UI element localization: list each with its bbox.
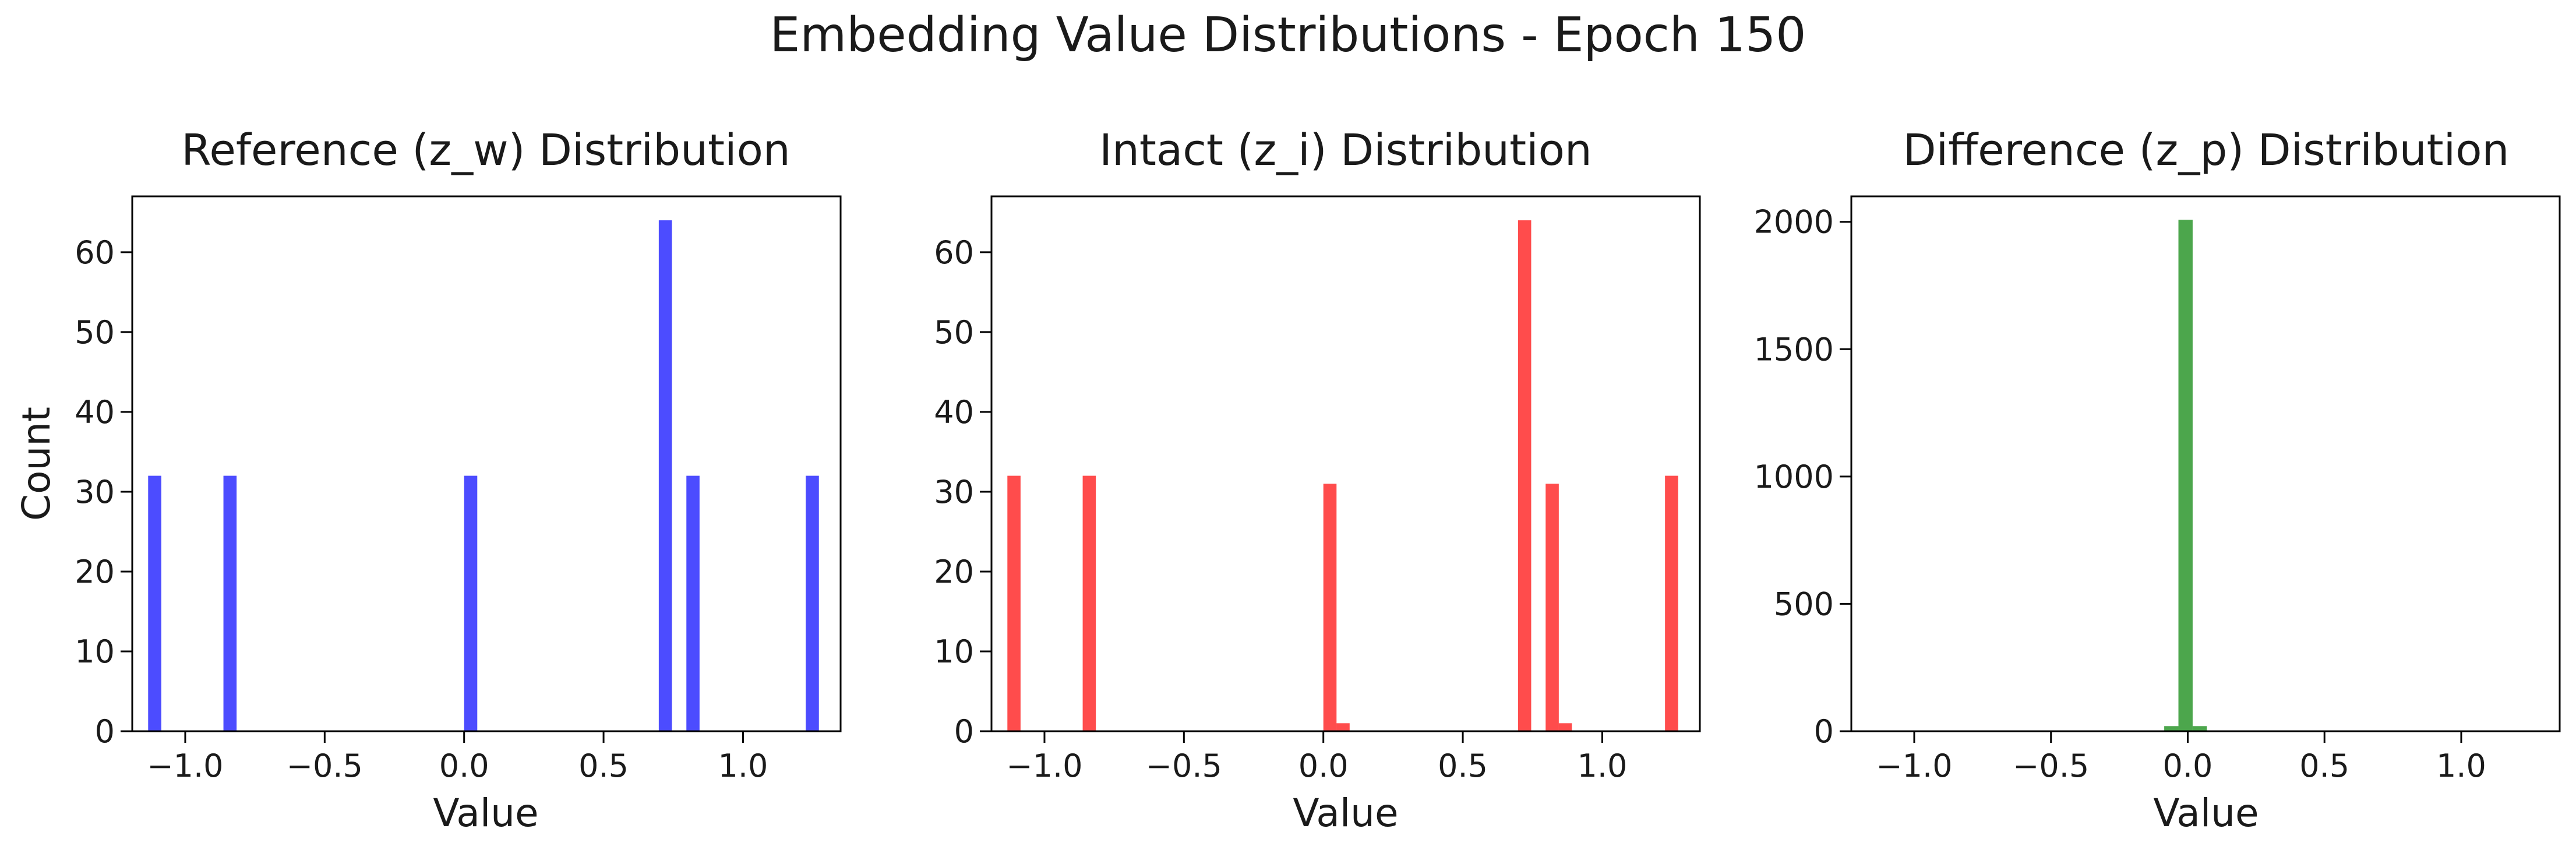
yticks-intact: 0 10 20 30 40 50 60 <box>934 234 991 750</box>
bar-intact-7 <box>1665 475 1678 731</box>
x-axis-label-reference: Value <box>433 791 538 836</box>
ytick-label-intact-5: 50 <box>934 314 974 351</box>
xtick-label-difference-0: −1.0 <box>1876 748 1952 784</box>
xtick-label-reference-3: 0.5 <box>578 748 629 784</box>
xtick-label-reference-2: 0.0 <box>439 748 489 784</box>
xticks-difference: −1.0 −0.5 0.0 0.5 1.0 <box>1876 731 2486 784</box>
bar-intact-1 <box>1082 475 1096 731</box>
bars-reference <box>148 220 819 731</box>
bar-reference-1 <box>223 475 237 731</box>
bars-difference <box>2164 220 2207 731</box>
yticks-reference: 0 10 20 30 40 50 60 <box>75 234 132 750</box>
ytick-label-difference-3: 1500 <box>1754 331 1834 368</box>
ytick-label-intact-0: 0 <box>954 713 974 750</box>
yticks-difference: 0 500 1000 1500 2000 <box>1754 204 1851 750</box>
bar-difference-1 <box>2178 220 2193 731</box>
bar-intact-0 <box>1007 475 1021 731</box>
ytick-label-intact-4: 40 <box>934 394 974 431</box>
ytick-label-reference-0: 0 <box>95 713 115 750</box>
xtick-label-difference-1: −0.5 <box>2013 748 2089 784</box>
x-axis-label-difference: Value <box>2153 791 2259 836</box>
figure-suptitle: Embedding Value Distributions - Epoch 15… <box>770 8 1806 63</box>
xticks-reference: −1.0 −0.5 0.0 0.5 1.0 <box>147 731 768 784</box>
ytick-label-reference-5: 50 <box>75 314 115 351</box>
xtick-label-intact-1: −0.5 <box>1146 748 1222 784</box>
xtick-label-difference-4: 1.0 <box>2436 748 2486 784</box>
bar-reference-3 <box>658 220 672 731</box>
xtick-label-difference-2: 0.0 <box>2163 748 2213 784</box>
bar-intact-5 <box>1545 484 1559 731</box>
ytick-label-intact-1: 10 <box>934 633 974 670</box>
bar-reference-0 <box>148 475 161 731</box>
ytick-label-difference-4: 2000 <box>1754 204 1834 241</box>
xtick-label-intact-3: 0.5 <box>1438 748 1488 784</box>
xtick-label-intact-0: −1.0 <box>1006 748 1082 784</box>
axes-frame-intact <box>990 195 1701 732</box>
ytick-label-intact-3: 30 <box>934 474 974 510</box>
axes-frame-reference <box>131 195 842 732</box>
panel-title-difference: Difference (z_p) Distribution <box>1903 125 2510 175</box>
bars-intact <box>1007 220 1678 731</box>
bar-reference-4 <box>686 475 700 731</box>
panel-title-intact: Intact (z_i) Distribution <box>1099 125 1592 175</box>
xtick-label-reference-1: −0.5 <box>287 748 363 784</box>
panel-title-reference: Reference (z_w) Distribution <box>181 125 791 175</box>
ytick-label-reference-4: 40 <box>75 394 115 431</box>
xtick-label-reference-0: −1.0 <box>147 748 223 784</box>
panel-intact: Intact (z_i) Distribution −1.0 −0.5 0.0 0.5… <box>934 125 1701 836</box>
panel-reference: Reference (z_w) Distribution −1.0 −0.5 0.0… <box>14 125 842 836</box>
ytick-label-reference-2: 20 <box>75 554 115 590</box>
xtick-label-difference-3: 0.5 <box>2299 748 2349 784</box>
y-axis-label-reference: Count <box>14 407 59 521</box>
axes-frame-difference <box>1850 195 2561 732</box>
bar-intact-4 <box>1518 220 1532 731</box>
bar-reference-2 <box>464 475 478 731</box>
xticks-intact: −1.0 −0.5 0.0 0.5 1.0 <box>1006 731 1627 784</box>
bar-intact-2 <box>1323 484 1337 731</box>
bar-intact-6 <box>1558 723 1572 731</box>
bar-difference-0 <box>2164 726 2179 731</box>
ytick-label-difference-1: 500 <box>1774 586 1834 622</box>
ytick-label-difference-2: 1000 <box>1754 459 1834 495</box>
bar-intact-3 <box>1336 723 1350 731</box>
xtick-label-intact-4: 1.0 <box>1577 748 1627 784</box>
ytick-label-difference-0: 0 <box>1814 713 1834 750</box>
ytick-label-reference-3: 30 <box>75 474 115 510</box>
xtick-label-intact-2: 0.0 <box>1298 748 1349 784</box>
x-axis-label-intact: Value <box>1293 791 1398 836</box>
ytick-label-intact-2: 20 <box>934 554 974 590</box>
panel-difference: Difference (z_p) Distribution −1.0 −0.5 0.… <box>1754 125 2561 836</box>
bar-reference-5 <box>806 475 819 731</box>
ytick-label-intact-6: 60 <box>934 234 974 271</box>
ytick-label-reference-1: 10 <box>75 633 115 670</box>
bar-difference-2 <box>2192 726 2207 731</box>
ytick-label-reference-6: 60 <box>75 234 115 271</box>
xtick-label-reference-4: 1.0 <box>718 748 768 784</box>
